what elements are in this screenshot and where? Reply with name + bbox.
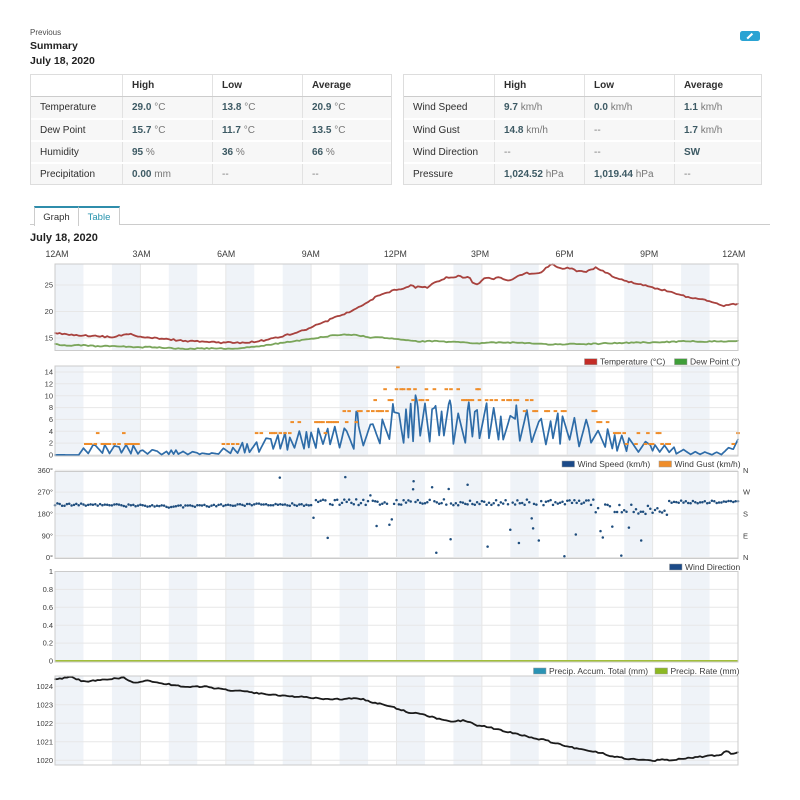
svg-text:0.8: 0.8 bbox=[43, 585, 53, 594]
svg-text:25: 25 bbox=[45, 281, 53, 290]
svg-text:Wind Gust (km/h): Wind Gust (km/h) bbox=[675, 459, 741, 469]
svg-text:1: 1 bbox=[49, 567, 53, 576]
svg-text:8: 8 bbox=[49, 403, 53, 412]
svg-text:6PM: 6PM bbox=[556, 249, 574, 259]
svg-text:Wind Direction: Wind Direction bbox=[685, 562, 741, 572]
svg-text:3AM: 3AM bbox=[133, 249, 151, 259]
svg-text:180°: 180° bbox=[37, 510, 53, 519]
svg-text:90°: 90° bbox=[42, 531, 53, 540]
svg-text:1023: 1023 bbox=[36, 700, 53, 709]
svg-text:0: 0 bbox=[49, 451, 53, 460]
svg-text:10: 10 bbox=[45, 391, 53, 400]
svg-text:14: 14 bbox=[45, 368, 53, 377]
svg-text:4: 4 bbox=[49, 427, 53, 436]
svg-text:Dew Point (°): Dew Point (°) bbox=[690, 357, 740, 367]
svg-text:N: N bbox=[743, 466, 748, 475]
svg-text:Precip. Rate (mm): Precip. Rate (mm) bbox=[671, 666, 740, 676]
svg-text:12: 12 bbox=[45, 379, 53, 388]
svg-text:W: W bbox=[743, 488, 751, 497]
svg-text:3PM: 3PM bbox=[471, 249, 489, 259]
svg-text:2: 2 bbox=[49, 439, 53, 448]
svg-text:1024: 1024 bbox=[36, 682, 53, 691]
svg-text:20: 20 bbox=[45, 307, 53, 316]
svg-text:Wind Speed (km/h): Wind Speed (km/h) bbox=[578, 459, 651, 469]
svg-text:E: E bbox=[743, 531, 748, 540]
svg-text:S: S bbox=[743, 510, 748, 519]
svg-text:0.2: 0.2 bbox=[43, 639, 53, 648]
svg-text:N: N bbox=[743, 553, 748, 562]
svg-text:270°: 270° bbox=[37, 488, 53, 497]
svg-text:0°: 0° bbox=[46, 553, 53, 562]
svg-text:0.4: 0.4 bbox=[43, 621, 53, 630]
svg-text:360°: 360° bbox=[37, 466, 53, 475]
svg-text:6AM: 6AM bbox=[217, 249, 235, 259]
svg-text:Temperature (°C): Temperature (°C) bbox=[600, 357, 665, 367]
svg-text:6: 6 bbox=[49, 415, 53, 424]
svg-text:12AM: 12AM bbox=[46, 249, 69, 259]
svg-text:9AM: 9AM bbox=[302, 249, 320, 259]
svg-text:12AM: 12AM bbox=[722, 249, 745, 259]
svg-text:Precip. Accum. Total (mm): Precip. Accum. Total (mm) bbox=[549, 666, 648, 676]
svg-text:12PM: 12PM bbox=[384, 249, 407, 259]
svg-text:1020: 1020 bbox=[36, 756, 53, 765]
svg-text:9PM: 9PM bbox=[640, 249, 658, 259]
svg-text:0.6: 0.6 bbox=[43, 603, 53, 612]
svg-text:15: 15 bbox=[45, 334, 53, 343]
svg-text:1022: 1022 bbox=[36, 719, 53, 728]
svg-text:0: 0 bbox=[49, 657, 53, 666]
svg-text:1021: 1021 bbox=[36, 737, 53, 746]
